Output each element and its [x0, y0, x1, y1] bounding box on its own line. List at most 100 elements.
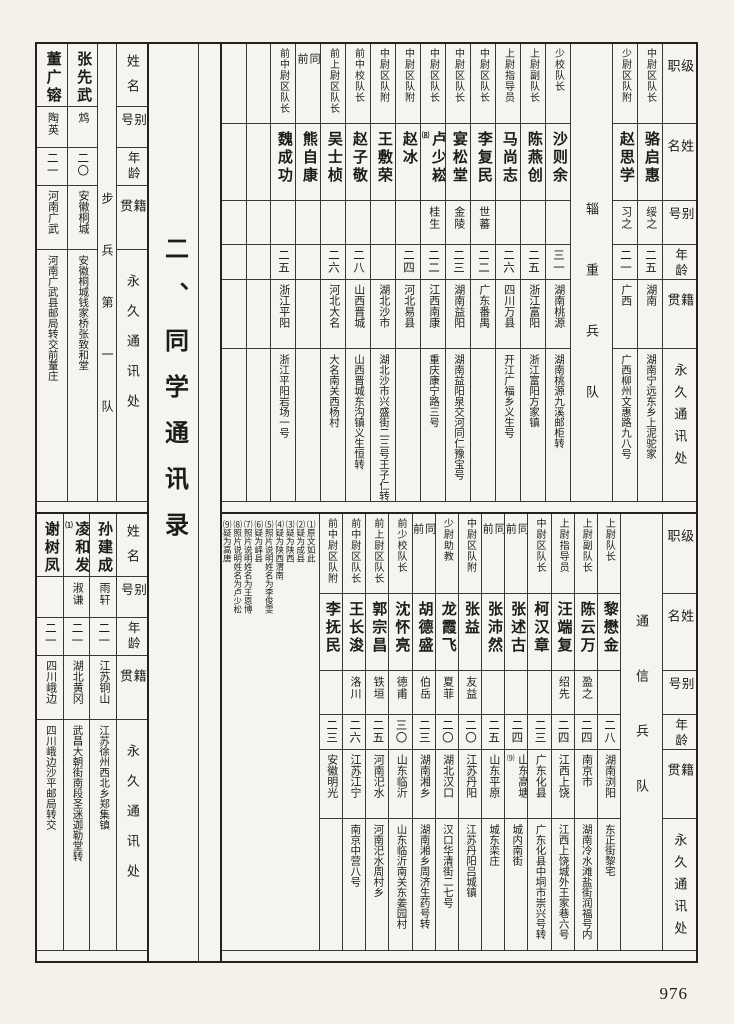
alias-cell	[346, 200, 370, 244]
member-name: 凌和发 ⑴	[64, 521, 90, 575]
native-place-text: 广东番禺	[477, 284, 490, 328]
age-text: 二〇	[76, 152, 89, 177]
rank-cell: 前中尉区队长	[271, 44, 295, 123]
header-address-cell: 永久通讯处	[117, 719, 147, 950]
rank-text: 同前	[482, 523, 505, 570]
name-cell	[222, 123, 246, 200]
member-name: 王敷荣	[375, 131, 392, 185]
member-name: 吴士桢	[325, 131, 342, 185]
rank-cell	[222, 44, 246, 123]
footnote-line: ⑶疑为陕西	[285, 520, 296, 563]
entry-column: 中尉区队附 王敷荣 湖北沙市 湖北沙市兴盛街二三号王子仁转	[370, 44, 395, 501]
native-place-text: 江苏江宁	[348, 754, 361, 798]
header-label: 别号	[119, 583, 147, 603]
age-text: 二一	[43, 622, 56, 647]
alias-text: 伯岳	[418, 676, 431, 700]
address-text: 湖北沙市兴盛街二三号王子仁转	[378, 354, 389, 501]
age-text: 二三	[417, 719, 430, 744]
entry-column: 董广镕 陶英 二一 河南广武 河南广武县邮局转交前蕫庄	[37, 44, 67, 501]
rank-text: 前中校队长	[352, 48, 364, 103]
address-cell: 江苏丹阳吕城镇	[458, 818, 482, 950]
header-native-cell: 籍贯	[663, 279, 696, 348]
page-number: 976	[659, 984, 688, 1003]
entry-column: 上尉副队长 陈燕创 二五 浙江富阳 浙江富阳方家镇	[520, 44, 545, 501]
address-text: 汉口华清街二七号	[441, 824, 453, 908]
native-place-cell: 湖南	[638, 279, 662, 348]
rank-text: 前中尉区队长	[348, 518, 360, 584]
header-label: 永久通讯处	[672, 363, 688, 473]
header-alias-cell: 别号	[117, 106, 147, 147]
header-name-cell: 姓名	[117, 514, 147, 576]
address-cell: 湖南益阳泉交河同仁豫宝号	[446, 348, 470, 501]
member-name: 柯汉章	[532, 601, 549, 655]
alias-text: 铁垣	[372, 676, 385, 700]
native-place-cell: 湖南浏阳	[597, 749, 620, 818]
age-cell: 二〇	[458, 714, 482, 749]
age-text: 二五	[277, 249, 290, 274]
address-cell: 武昌大朝街南段圣迷迦勒堂转	[63, 719, 90, 950]
unit-label-cell: 通信兵队	[621, 514, 662, 950]
alias-text: 友益	[464, 676, 477, 700]
name-cell: 汪端复	[551, 593, 574, 670]
name-cell: 陈燕创	[521, 123, 545, 200]
entry-column: 前中校队长 赵子敬 二八 山西晋城 山西晋城东沟镇义生恒转	[345, 44, 370, 501]
header-label: 籍贯	[665, 293, 695, 324]
name-cell: 沈怀亮	[389, 593, 412, 670]
rank-cell: 少尉助教	[436, 514, 458, 593]
header-rank-cell: 级职	[663, 514, 696, 593]
header-label: 年龄	[673, 248, 688, 279]
age-cell: 二一	[36, 617, 63, 655]
address-cell: 山西晋城东沟镇义生恒转	[346, 348, 370, 501]
rank-text: 前上尉区队长	[327, 48, 339, 114]
address-text: 安徽桐城钱家桥张致和堂	[77, 255, 89, 371]
name-cell: 卢少崧 ⑻	[421, 123, 445, 200]
alias-cell	[528, 670, 551, 714]
age-cell	[296, 244, 320, 279]
rank-cell: 上尉副队长	[575, 514, 597, 593]
entry-column: 前上尉区队长 郭宗昌 铁垣 二五 河南汜水 河南汜水周村乡	[365, 514, 389, 950]
unit-label: 辎重兵队	[584, 202, 599, 446]
age-cell: 二三	[528, 714, 551, 749]
address-text: 开江广福乡义生号	[503, 354, 514, 438]
native-place-text: 河北大名	[327, 284, 340, 328]
name-cell: 张先武	[68, 44, 98, 106]
age-cell: 二五	[521, 244, 545, 279]
name-cell: 黎懋金	[597, 593, 620, 670]
rank-cell: 前上尉区队长	[366, 514, 388, 593]
member-name: 董广镕	[44, 51, 61, 105]
footnote-marker: ⑴	[64, 521, 74, 529]
native-place-cell: 广东化县	[528, 749, 551, 818]
address-cell	[471, 348, 495, 501]
age-cell: 二五	[271, 244, 295, 279]
rank-text: 上尉副队长	[580, 518, 592, 573]
native-place-text: 广东化县	[534, 754, 547, 798]
age-cell: 二四	[505, 714, 528, 749]
rank-cell: 中尉区队长	[471, 44, 495, 123]
alias-text: 绍先	[557, 676, 570, 700]
age-text: 二一	[619, 249, 632, 274]
section-title: 二、同学通讯录	[160, 236, 187, 558]
age-text: 二三	[533, 719, 546, 744]
table-bottom-strip	[37, 501, 147, 512]
rank-text: 少尉助教	[441, 518, 453, 562]
address-cell: 河南汜水周村乡	[366, 818, 389, 950]
address-cell: 开江广福乡义生号	[496, 348, 520, 501]
table-bottom-strip	[222, 501, 696, 512]
age-cell: 二四	[396, 244, 420, 279]
rank-cell: 少校队长	[546, 44, 570, 123]
native-place-text: 四川万县	[502, 284, 515, 328]
native-place-text: 安徽桐城	[77, 190, 89, 234]
native-place-text: 江西上饶	[557, 754, 570, 798]
native-place-text: 江苏铜山	[97, 660, 110, 704]
footnotes-cell: ⑴原文如此 ⑵疑为成县 ⑶疑为陕西 ⑷疑为陕西渭南 ⑸照片说明姓名为李俊雯 ⑹疑为峄县 ⑺照…	[222, 514, 319, 950]
native-place-cell: 湖北汉口	[435, 749, 458, 818]
native-place-cell: 江西南康	[421, 279, 445, 348]
name-cell: 李抚民	[319, 593, 343, 670]
alias-cell: 陶英	[37, 106, 67, 147]
age-cell: 二一	[37, 147, 67, 185]
header-age-cell: 年龄	[117, 147, 147, 185]
footnote-line: ⑵疑为成县	[295, 520, 306, 563]
footnote-line: ⑼疑为高唐	[222, 520, 233, 563]
alias-cell: 铁垣	[366, 670, 389, 714]
native-place-cell: 广西	[613, 279, 637, 348]
